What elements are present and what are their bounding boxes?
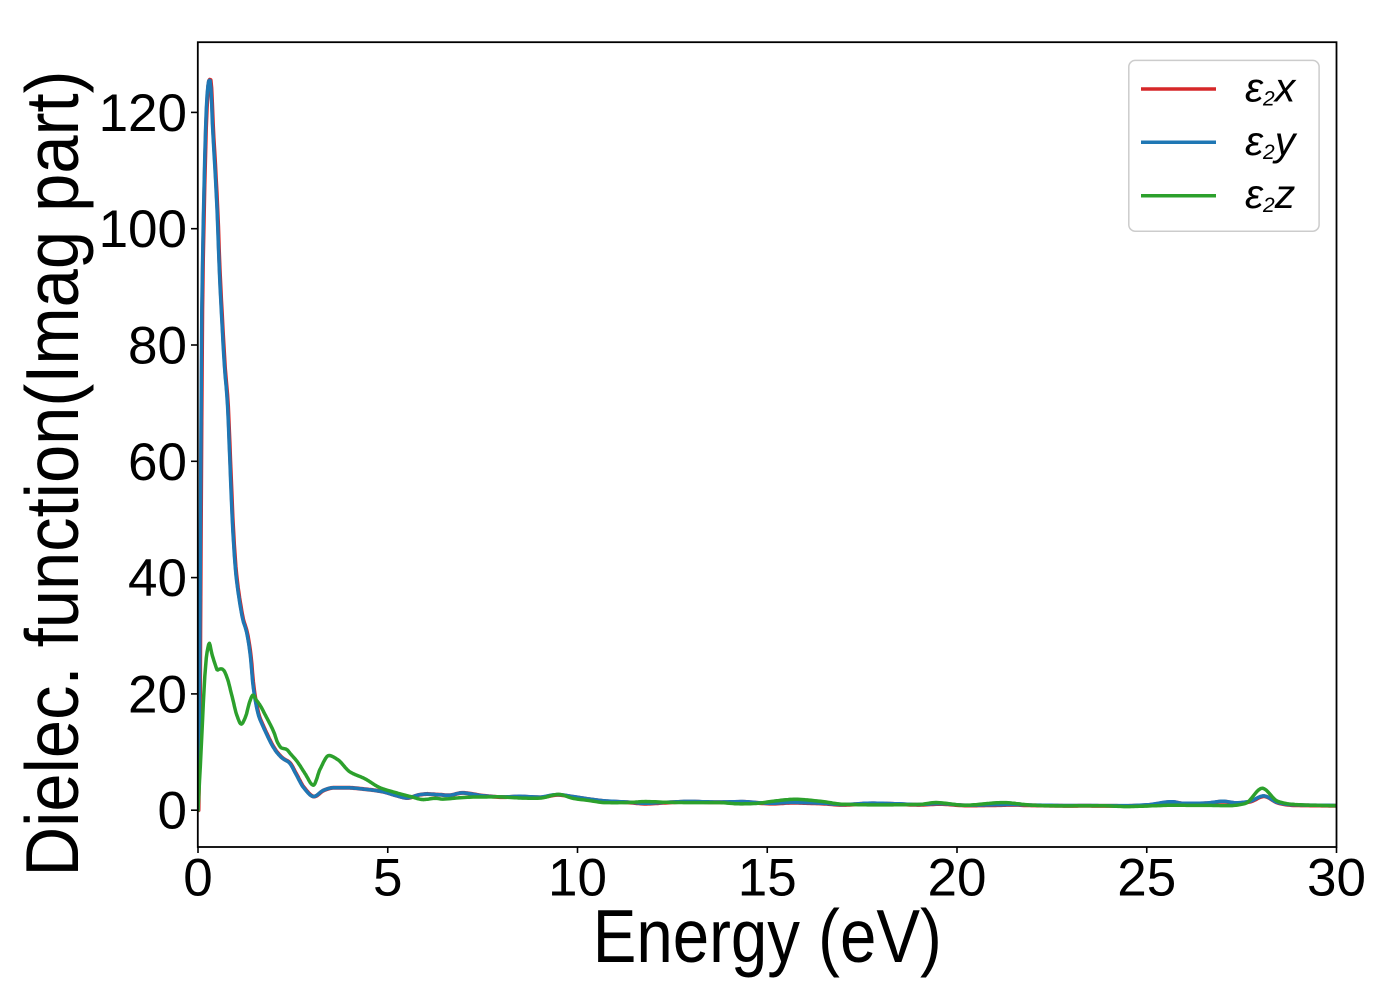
svg-text:20: 20 [128, 665, 187, 724]
svg-text:80: 80 [128, 317, 187, 376]
svg-text:10: 10 [548, 849, 607, 908]
svg-text:5: 5 [373, 849, 402, 908]
svg-text:15: 15 [738, 849, 797, 908]
svg-text:0: 0 [183, 849, 212, 908]
svg-text:Dielec. function(Imag part): Dielec. function(Imag part) [10, 71, 94, 877]
svg-text:0: 0 [158, 782, 187, 841]
svg-text:120: 120 [99, 84, 187, 143]
svg-text:25: 25 [1117, 849, 1176, 908]
svg-text:40: 40 [128, 549, 187, 608]
svg-text:ε2z: ε2z [1245, 171, 1295, 217]
svg-text:30: 30 [1307, 849, 1366, 908]
svg-text:Energy (eV): Energy (eV) [593, 894, 942, 978]
svg-text:60: 60 [128, 433, 187, 492]
svg-text:20: 20 [928, 849, 987, 908]
svg-text:100: 100 [99, 200, 187, 259]
